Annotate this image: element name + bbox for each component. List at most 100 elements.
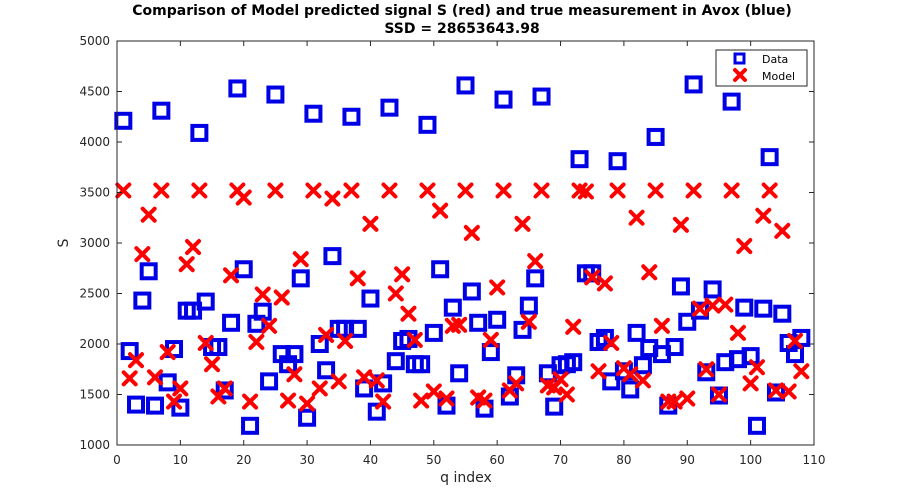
data-point — [355, 379, 374, 398]
model-point — [774, 222, 791, 239]
model-point — [134, 246, 151, 263]
data-point — [228, 79, 247, 98]
model-point — [476, 392, 493, 409]
model-point — [508, 375, 525, 392]
x-tick-label: 40 — [363, 453, 378, 467]
model-point — [311, 380, 328, 397]
model-point — [527, 253, 544, 270]
model-point — [261, 317, 278, 334]
model-point — [318, 326, 335, 343]
y-tick-label: 3000 — [79, 236, 110, 250]
x-tick-label: 30 — [299, 453, 314, 467]
data-point — [519, 296, 538, 315]
model-point — [413, 392, 430, 409]
data-point — [646, 127, 665, 146]
model-point — [495, 182, 512, 199]
data-point — [671, 277, 690, 296]
model-point — [185, 239, 202, 256]
model-point — [286, 366, 303, 383]
model-point — [191, 182, 208, 199]
x-axis-label: q index — [440, 470, 492, 486]
data-point — [621, 380, 640, 399]
data-point — [494, 90, 513, 109]
model-point — [368, 372, 385, 389]
model-point — [356, 369, 373, 386]
x-tick-label: 70 — [553, 453, 568, 467]
model-point — [793, 363, 810, 380]
model-point — [596, 275, 613, 292]
model-point — [742, 375, 759, 392]
y-axis-label: S — [56, 238, 72, 247]
model-point — [147, 369, 164, 386]
data-point — [703, 280, 722, 299]
model-point — [172, 380, 189, 397]
data-point — [462, 282, 481, 301]
model-point — [584, 269, 601, 286]
data-point — [412, 355, 431, 374]
model-point — [628, 209, 645, 226]
model-point — [248, 333, 265, 350]
model-point — [767, 382, 784, 399]
y-tick-label: 4000 — [79, 135, 110, 149]
data-point — [722, 92, 741, 111]
axis-ticks: 0 10 20 30 40 50 60 70 80 90 100 110 1000 1500 2000 250… — [79, 34, 825, 467]
data-point — [526, 269, 545, 288]
data-point — [424, 323, 443, 342]
model-point — [242, 393, 259, 410]
data-point — [469, 313, 488, 332]
model-point — [273, 289, 290, 306]
data-marks — [114, 75, 811, 435]
model-point — [280, 392, 297, 409]
data-point — [266, 85, 285, 104]
model-point — [723, 182, 740, 199]
data-point — [361, 289, 380, 308]
data-point — [304, 104, 323, 123]
data-point — [133, 291, 152, 310]
data-point — [222, 313, 241, 332]
chart-subtitle: SSD = 28653643.98 — [384, 21, 539, 37]
model-point — [685, 182, 702, 199]
data-point — [367, 402, 386, 421]
data-point — [431, 260, 450, 279]
model-point — [622, 366, 639, 383]
x-tick-label: 0 — [113, 453, 121, 467]
data-point — [215, 381, 234, 400]
data-point — [488, 310, 507, 329]
model-point — [704, 297, 721, 314]
data-point — [241, 416, 260, 435]
x-tick-label: 60 — [490, 453, 505, 467]
model-point — [419, 182, 436, 199]
model-point — [672, 216, 689, 233]
model-point — [729, 324, 746, 341]
data-point — [709, 386, 728, 405]
data-point — [146, 396, 165, 415]
data-point — [386, 352, 405, 371]
model-point — [463, 224, 480, 241]
model-point — [204, 356, 221, 373]
data-point — [291, 269, 310, 288]
data-point — [659, 396, 678, 415]
model-point — [457, 182, 474, 199]
model-point — [634, 372, 651, 389]
model-point — [387, 285, 404, 302]
data-point — [583, 264, 602, 283]
model-point — [717, 296, 734, 313]
model-point — [761, 182, 778, 199]
model-point — [425, 383, 442, 400]
data-point — [139, 262, 158, 281]
data-point — [348, 319, 367, 338]
model-point — [755, 207, 772, 224]
data-point — [570, 150, 589, 169]
data-point — [127, 395, 146, 414]
model-point — [400, 305, 417, 322]
legend-box — [715, 49, 808, 87]
data-point — [418, 115, 437, 134]
data-point — [766, 383, 785, 402]
y-tick-label: 3500 — [79, 186, 110, 200]
legend: Data Model — [715, 49, 808, 87]
data-point — [450, 364, 469, 383]
legend-model-marker — [733, 68, 747, 82]
model-point — [153, 182, 170, 199]
data-point — [152, 101, 171, 120]
model-point — [558, 386, 575, 403]
